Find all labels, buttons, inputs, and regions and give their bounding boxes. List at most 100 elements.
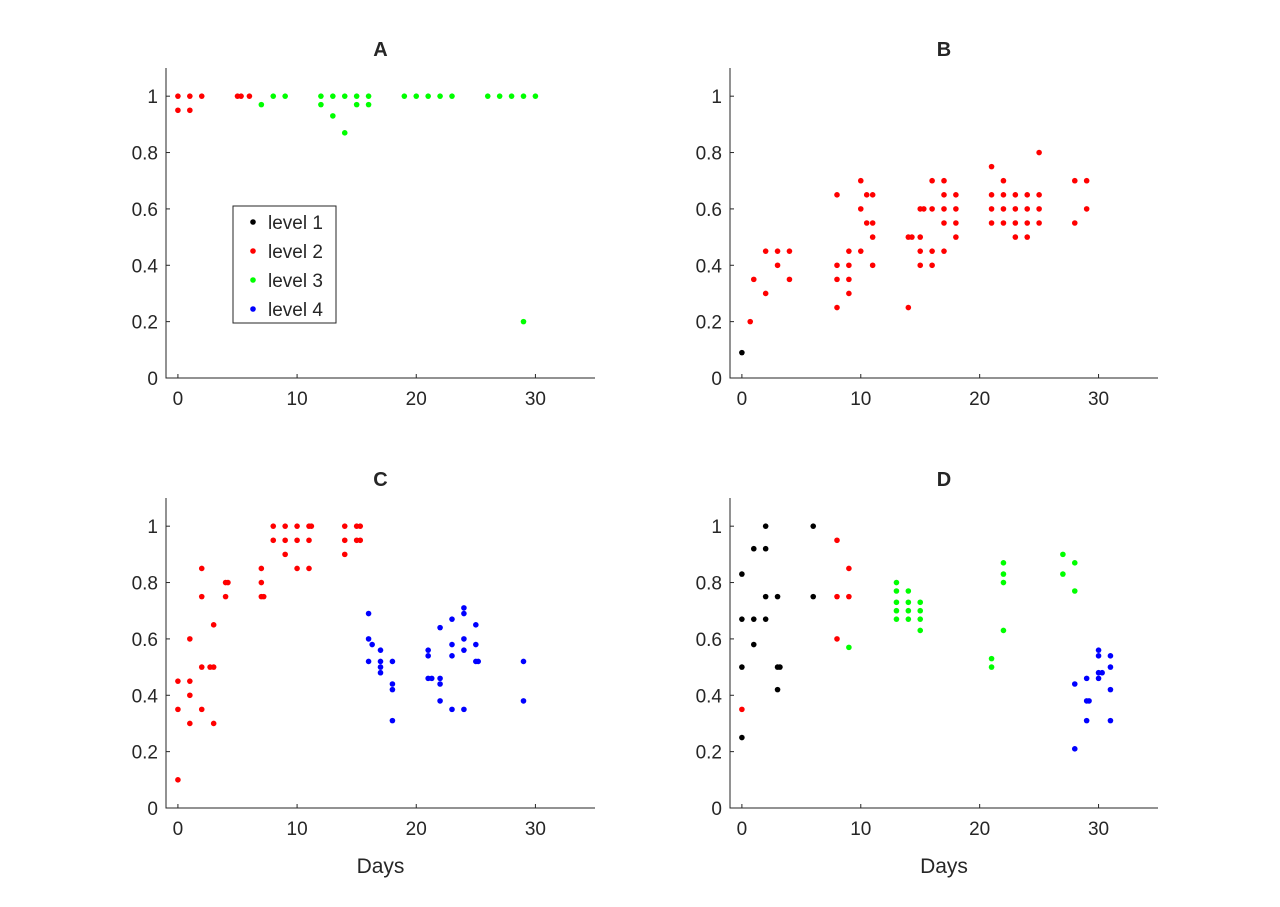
data-point <box>1000 627 1007 634</box>
y-tick-label: 0.2 <box>696 313 722 334</box>
data-point <box>1095 675 1102 682</box>
x-tick-label: 10 <box>850 389 871 410</box>
data-point <box>834 262 840 269</box>
x-tick-label: 30 <box>525 389 546 410</box>
data-point <box>917 248 924 254</box>
data-point <box>294 565 300 572</box>
data-point <box>1095 653 1102 659</box>
y-tick-label: 0.4 <box>132 256 159 277</box>
data-point <box>1024 234 1031 240</box>
data-point <box>508 93 515 99</box>
data-point <box>1000 571 1007 577</box>
legend-marker <box>250 306 256 312</box>
data-point <box>1024 220 1031 226</box>
x-tick-label: 20 <box>406 819 427 840</box>
data-point <box>774 262 781 269</box>
data-point <box>917 234 924 240</box>
data-point <box>1095 647 1102 653</box>
data-point <box>1036 220 1042 226</box>
series-level-2 <box>739 537 852 713</box>
data-point <box>365 93 372 99</box>
data-point <box>425 653 431 659</box>
legend-marker <box>250 248 256 254</box>
data-point <box>461 636 467 642</box>
data-point <box>437 698 443 704</box>
data-point <box>1000 560 1007 566</box>
axes-lines <box>165 68 595 379</box>
panel-C: C 0 10 20 30 0 0.2 0.4 0.6 0.8 1 Days <box>132 469 595 878</box>
y-tick-label: 0.6 <box>132 630 158 651</box>
data-point <box>739 734 745 741</box>
y-tick-label: 0.8 <box>132 144 158 165</box>
data-point <box>1000 579 1007 586</box>
data-point <box>341 130 348 136</box>
data-point <box>846 290 852 297</box>
data-point <box>893 616 900 622</box>
data-point <box>917 599 924 606</box>
data-point <box>520 93 527 99</box>
panel-title: D <box>937 469 951 491</box>
data-point <box>1060 571 1066 577</box>
data-point <box>739 571 745 577</box>
series-level-3 <box>846 551 1078 670</box>
data-point <box>318 93 324 99</box>
data-point <box>389 681 396 687</box>
data-point <box>846 276 852 283</box>
data-point <box>846 248 852 254</box>
data-point <box>1024 206 1031 212</box>
data-point <box>353 101 360 108</box>
series-level-2 <box>175 93 253 114</box>
data-point <box>496 93 503 99</box>
data-point <box>1071 681 1078 687</box>
data-point <box>920 206 927 212</box>
data-point <box>869 192 876 198</box>
data-point <box>1000 177 1007 184</box>
axes-lines <box>729 498 1158 809</box>
y-tick-label: 0.8 <box>696 144 722 165</box>
x-tick-label: 0 <box>173 389 184 410</box>
data-point <box>1060 551 1066 558</box>
data-point <box>365 610 372 617</box>
y-tick-label: 0.2 <box>696 743 722 764</box>
data-point <box>834 593 840 600</box>
y-tick-label: 0 <box>147 369 158 390</box>
data-point <box>520 658 527 665</box>
data-point <box>762 290 769 297</box>
data-point <box>365 101 372 108</box>
x-tick-label: 30 <box>1088 819 1109 840</box>
y-tick-label: 0.4 <box>132 686 159 707</box>
data-point <box>520 698 527 704</box>
data-point <box>762 545 769 552</box>
legend: level 1 level 2 level 3 level 4 <box>232 205 337 324</box>
data-point <box>425 647 431 653</box>
y-tick-label: 0 <box>147 799 158 820</box>
data-point <box>917 607 924 614</box>
x-tick-label: 10 <box>287 389 308 410</box>
data-point <box>187 692 193 699</box>
y-tick-label: 1 <box>147 87 158 108</box>
data-point <box>1107 717 1114 724</box>
y-tick-label: 0.6 <box>696 200 722 221</box>
data-point <box>917 627 924 634</box>
data-point <box>786 248 793 254</box>
data-point <box>988 192 995 198</box>
data-point <box>461 647 467 653</box>
data-point <box>1071 588 1078 594</box>
data-point <box>365 658 372 665</box>
data-point <box>1036 149 1042 156</box>
data-point <box>739 664 745 670</box>
data-point <box>762 593 769 600</box>
data-point <box>461 610 467 617</box>
data-point <box>238 93 244 99</box>
data-point <box>1107 664 1114 670</box>
data-point <box>341 93 348 99</box>
data-point <box>306 565 312 572</box>
data-point <box>187 720 193 727</box>
data-point <box>834 636 840 642</box>
data-point <box>869 220 876 226</box>
data-point <box>357 523 364 529</box>
data-point <box>449 653 455 659</box>
data-point <box>762 616 769 622</box>
panel-title: C <box>373 469 387 491</box>
data-point <box>389 658 396 665</box>
